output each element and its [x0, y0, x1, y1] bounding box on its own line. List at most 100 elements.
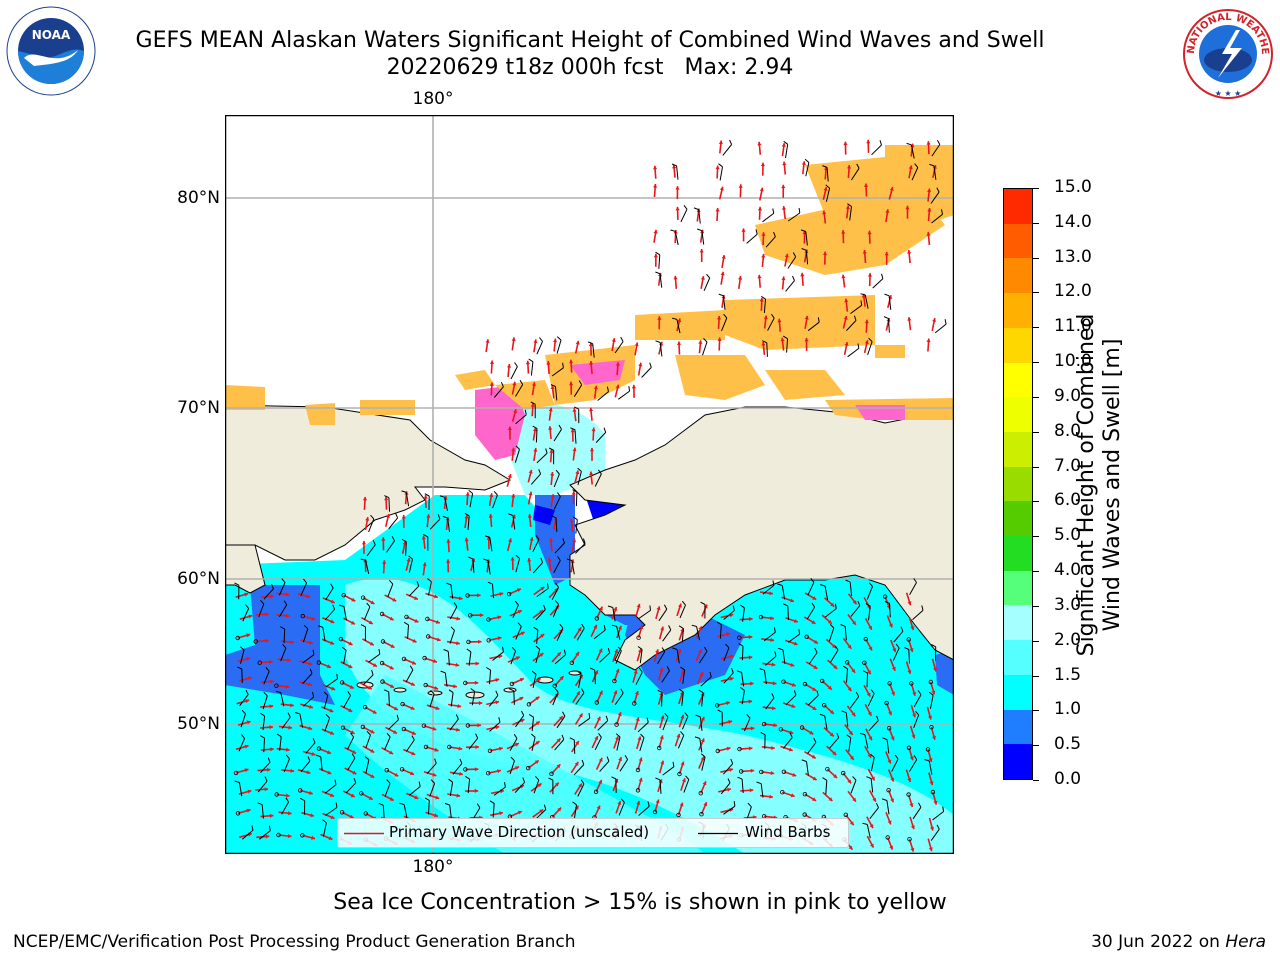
wave-arrow-head	[729, 676, 734, 681]
wave-arrow-head	[777, 318, 782, 323]
calm-wind-marker	[887, 681, 892, 686]
wind-barb	[556, 339, 562, 354]
wind-barb	[847, 347, 860, 358]
wave-arrow-head	[423, 495, 428, 499]
wind-barb	[325, 807, 338, 816]
wind-barb-flag	[578, 380, 583, 386]
wave-arrow-head	[389, 750, 394, 755]
wave-arrow-head	[791, 704, 796, 708]
wave-arrow-head	[700, 756, 705, 761]
wind-barb-flag	[655, 251, 661, 256]
wave-arrow-head	[550, 385, 555, 390]
calm-wind-marker	[422, 655, 427, 661]
wind-barb	[551, 367, 564, 377]
footer-host: Hera	[1225, 932, 1266, 952]
calm-wind-marker	[526, 765, 531, 771]
colorbar-segment	[1004, 501, 1032, 537]
wind-barb-flag	[825, 184, 830, 189]
wind-barb-flag	[475, 733, 479, 739]
wave-arrow-head	[434, 813, 438, 818]
noaa-logo: NOAA	[6, 6, 96, 96]
wave-arrow-head	[759, 298, 764, 302]
wave-arrow-head	[890, 736, 895, 741]
wave-arrow-head	[907, 601, 912, 606]
calm-wind-marker	[715, 748, 720, 754]
wave-arrow-head	[890, 798, 894, 803]
wave-arrow-head	[653, 165, 658, 170]
wind-barb-flag	[882, 737, 888, 741]
wind-barb-flag	[723, 313, 728, 319]
wave-arrow-head	[634, 342, 639, 347]
wave-arrow-head	[615, 668, 620, 673]
wind-barb	[552, 691, 559, 706]
wave-arrow-head	[475, 661, 480, 666]
wind-barb	[444, 672, 448, 687]
wave-arrow-head	[843, 141, 848, 146]
wind-barb-flag	[330, 583, 334, 589]
wind-barb-flag	[846, 734, 852, 739]
wind-barb	[723, 647, 730, 662]
wind-barb-flag	[409, 665, 414, 671]
colorbar-tick-label: 10.0	[1054, 351, 1092, 372]
wind-barb	[635, 671, 643, 685]
wind-barb-flag	[759, 668, 765, 671]
wind-barb	[674, 231, 679, 246]
colorbar-tick-label: 15.0	[1054, 177, 1092, 197]
colorbar-tick-label: 7.0	[1054, 455, 1082, 476]
footer-branch: NCEP/EMC/Verification Post Processing Pr…	[13, 932, 576, 952]
wave-arrow-head	[286, 747, 290, 752]
calm-wind-marker	[526, 702, 532, 707]
calm-wind-marker	[401, 726, 407, 732]
calm-wind-marker	[737, 635, 742, 640]
wind-barb	[578, 717, 591, 727]
wind-barb	[639, 649, 643, 664]
wind-barb-flag	[307, 756, 311, 762]
wind-barb-flag	[267, 757, 271, 763]
calm-wind-marker	[235, 811, 241, 816]
wave-arrow-head	[290, 768, 295, 773]
calm-wind-marker	[486, 638, 491, 643]
wind-barb	[699, 738, 703, 753]
wind-barb	[696, 626, 700, 641]
wave-arrow-head	[572, 447, 577, 452]
wave-arrow-head	[718, 140, 723, 145]
wind-barb-flag	[399, 802, 405, 806]
wave-arrow-head	[907, 250, 912, 254]
wind-barb	[683, 779, 690, 793]
wind-barb	[365, 759, 370, 774]
calm-wind-marker	[925, 747, 931, 752]
wind-barb-flag	[439, 495, 445, 498]
wave-arrow-head	[720, 271, 725, 276]
wind-barb	[866, 673, 869, 688]
wave-arrow-head	[370, 600, 375, 605]
wind-barb-flag	[774, 651, 777, 657]
wind-barb-flag	[606, 386, 609, 392]
wind-barb-flag	[811, 602, 816, 608]
calm-wind-marker	[552, 683, 557, 688]
wind-barb	[515, 384, 524, 397]
wind-barb-flag	[693, 207, 699, 211]
wind-barb-flag	[551, 515, 557, 519]
wind-barb-flag	[853, 315, 857, 321]
colorbar-tick-label: 13.0	[1054, 246, 1092, 267]
wind-barb	[807, 695, 819, 706]
wind-barb-flag	[704, 646, 708, 652]
wave-arrow-head	[410, 706, 415, 710]
wind-barb-flag	[581, 759, 585, 765]
wind-barb-flag	[657, 689, 663, 694]
wave-arrow-head	[927, 188, 932, 193]
wind-barb-flag	[530, 401, 536, 405]
wind-barb	[553, 560, 561, 574]
wave-arrow-head	[457, 704, 462, 709]
lon-label-bottom: 180°	[412, 857, 454, 877]
wave-arrow-head	[547, 558, 552, 562]
wave-arrow-head	[598, 780, 602, 784]
wave-arrow-head	[435, 706, 440, 710]
calm-wind-marker	[929, 725, 934, 730]
wave-arrow-head	[270, 747, 274, 752]
wave-arrow-head	[698, 340, 703, 344]
wind-barb	[743, 718, 751, 732]
wave-arrow-head	[673, 275, 678, 280]
wave-arrow-head	[575, 651, 579, 656]
wind-barb	[913, 714, 920, 729]
